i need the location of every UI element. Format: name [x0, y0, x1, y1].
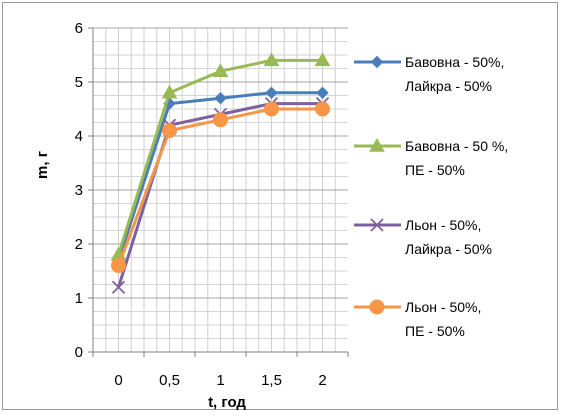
y-tick-label: 2: [75, 236, 83, 253]
legend-label: ПЕ - 50%: [405, 162, 465, 178]
legend-entry-3: Льон - 50%, Лайкра - 50%: [354, 217, 492, 257]
legend-label: ПЕ - 50%: [405, 323, 465, 339]
legend-entry-1: Бавовна - 50%, Лайкра - 50%: [354, 54, 504, 94]
series-group: [110, 52, 331, 294]
y-tick-label: 6: [75, 20, 83, 37]
data-point-diamond: [214, 91, 227, 105]
tick-labels: 0 1 2 3 4 5 6 0 0,5 1 1,5 2: [75, 20, 327, 389]
y-tick-label: 3: [75, 182, 83, 199]
x-tick-label: 0,5: [159, 372, 180, 389]
data-point-circle: [315, 101, 330, 117]
series-4: [111, 101, 330, 274]
grid: [93, 27, 348, 352]
legend-label: Лайкра - 50%: [405, 241, 492, 257]
data-point-x-stroke: [370, 218, 384, 232]
data-point-circle: [213, 112, 228, 128]
legend: Бавовна - 50%, Лайкра - 50% Бавовна - 50 %…: [354, 54, 508, 339]
y-tick-label: 0: [75, 344, 83, 361]
legend-label: Бавовна - 50 %,: [405, 138, 508, 154]
data-point-diamond: [265, 86, 278, 100]
chart-frame: 0 1 2 3 4 5 6 0 0,5 1 1,5 2 Бавовна - 50%, Лайкра - …: [2, 2, 558, 411]
data-point-triangle: [263, 52, 280, 67]
legend-label: Льон - 50%,: [405, 299, 481, 315]
y-tick-label: 5: [75, 74, 83, 91]
data-point-circle: [162, 123, 177, 139]
legend-entry-4: Льон - 50%, ПЕ - 50%: [354, 299, 481, 339]
series-2: [110, 52, 331, 261]
x-tick-label: 0: [114, 372, 122, 389]
x-tick-label: 1: [216, 372, 224, 389]
data-point-triangle: [161, 84, 178, 99]
data-point-triangle: [212, 63, 229, 77]
legend-label: Льон - 50%,: [405, 217, 481, 233]
x-tick-label: 2: [318, 372, 326, 389]
legend-label: Лайкра - 50%: [405, 78, 492, 94]
y-axis-title: m, г: [34, 151, 51, 179]
data-point-x: [370, 218, 384, 232]
line-chart: 0 1 2 3 4 5 6 0 0,5 1 1,5 2 Бавовна - 50%, Лайкра - …: [34, 20, 508, 411]
data-point-circle: [111, 258, 126, 274]
data-point-diamond: [370, 55, 384, 69]
y-tick-label: 1: [75, 290, 83, 307]
data-point-x-stroke: [111, 280, 126, 294]
legend-entry-2: Бавовна - 50 %, ПЕ - 50%: [354, 137, 508, 178]
data-point-diamond: [316, 86, 329, 100]
data-point-x: [111, 280, 126, 294]
y-tick-label: 4: [75, 128, 83, 145]
x-tick-label: 1,5: [261, 372, 282, 389]
axes: [88, 27, 349, 357]
data-point-triangle: [314, 52, 331, 67]
data-point-circle: [264, 101, 279, 117]
legend-label: Бавовна - 50%,: [405, 54, 504, 70]
data-point-triangle: [369, 137, 385, 152]
data-point-circle: [369, 299, 385, 315]
x-axis-title: t, год: [208, 394, 246, 411]
